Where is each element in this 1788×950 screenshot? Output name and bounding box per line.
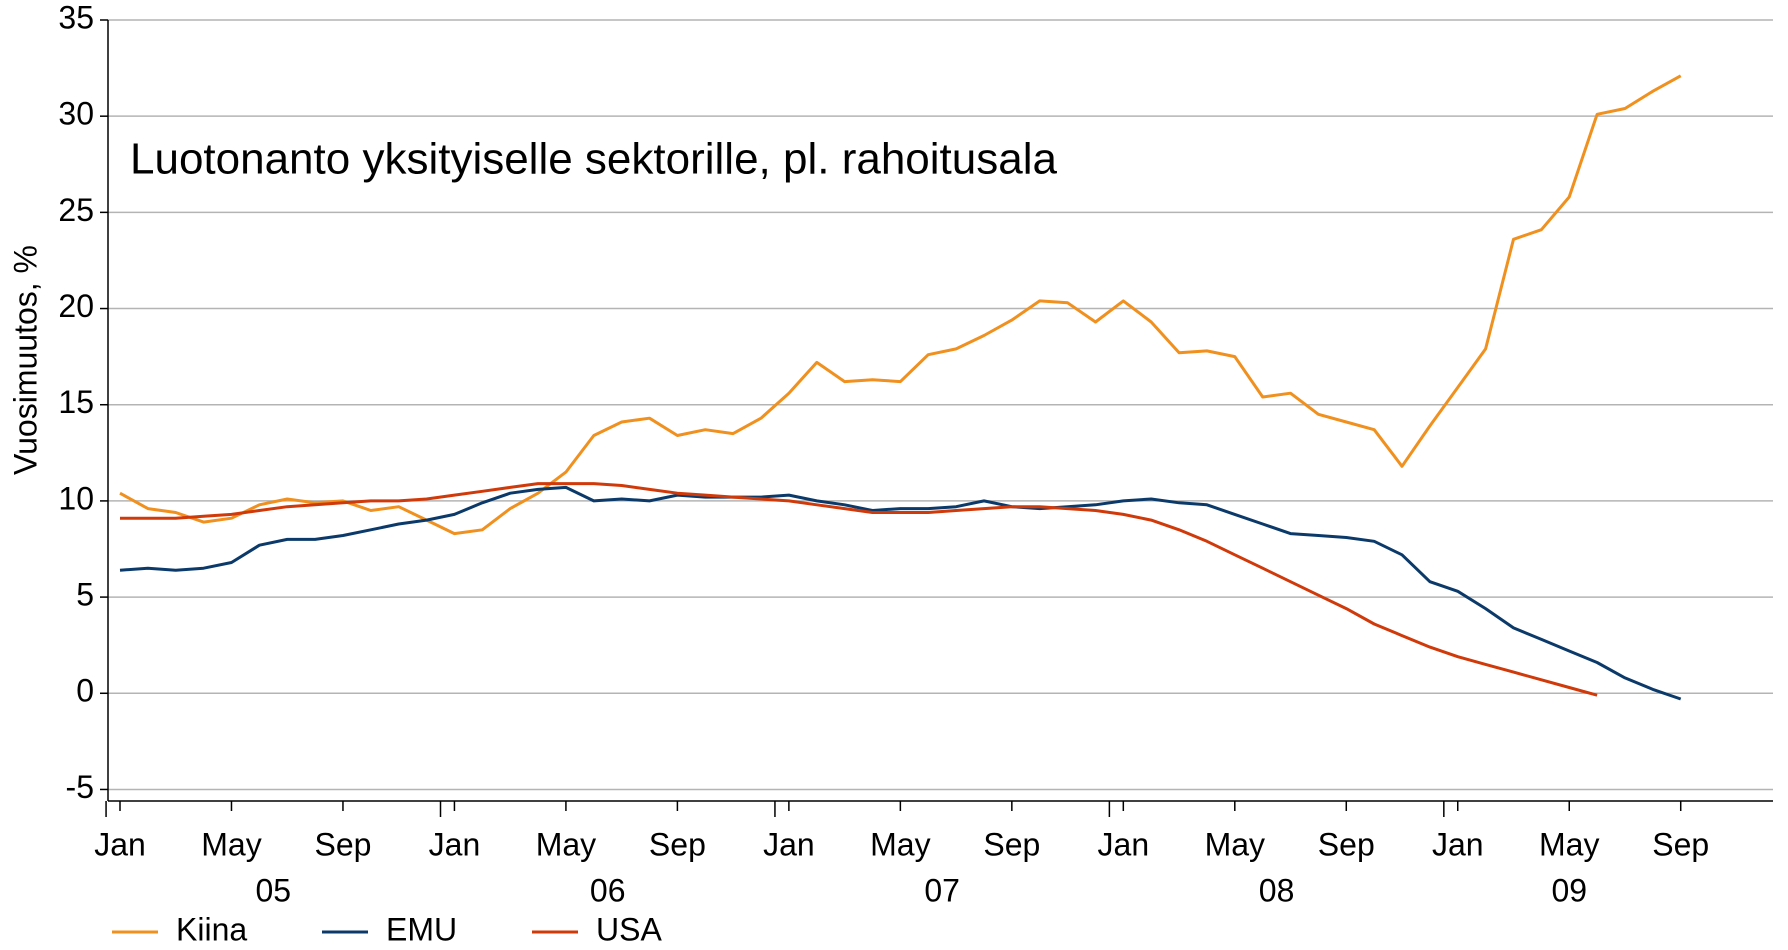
x-tick-label: Jan — [1098, 826, 1150, 862]
x-tick-label: May — [201, 826, 261, 862]
year-label: 09 — [1551, 872, 1587, 908]
legend-label: Kiina — [176, 911, 247, 947]
y-tick-label: -5 — [66, 769, 94, 805]
year-label: 07 — [924, 872, 960, 908]
series-line — [120, 482, 1598, 697]
year-label: 08 — [1259, 872, 1295, 908]
series-line — [119, 485, 1682, 701]
x-tick-label: May — [1539, 826, 1599, 862]
x-tick-label: Sep — [649, 826, 706, 862]
x-tick-label: Sep — [1652, 826, 1709, 862]
x-tick-label: May — [1205, 826, 1265, 862]
x-tick-label: May — [536, 826, 596, 862]
x-tick-label: Jan — [763, 826, 815, 862]
legend-label: USA — [596, 911, 662, 947]
y-tick-label: 15 — [58, 384, 94, 420]
x-tick-label: Jan — [429, 826, 481, 862]
x-tick-label: May — [870, 826, 930, 862]
y-tick-label: 5 — [76, 577, 94, 613]
series-line — [119, 74, 1682, 536]
y-tick-label: 25 — [58, 192, 94, 228]
x-tick-label: Sep — [314, 826, 371, 862]
x-tick-label: Sep — [983, 826, 1040, 862]
x-tick-label: Jan — [94, 826, 146, 862]
y-tick-label: 20 — [58, 288, 94, 324]
legend-label: EMU — [386, 911, 457, 947]
chart-annotation: Luotonanto yksityiselle sektorille, pl. … — [130, 135, 1057, 184]
y-tick-label: 35 — [58, 0, 94, 35]
x-tick-label: Jan — [1432, 826, 1484, 862]
x-tick-label: Sep — [1318, 826, 1375, 862]
y-tick-label: 30 — [58, 96, 94, 132]
year-label: 05 — [255, 872, 291, 908]
year-label: 06 — [590, 872, 626, 908]
y-tick-label: 10 — [58, 480, 94, 516]
y-axis-label: Vuosimuutos, % — [7, 245, 43, 475]
y-tick-label: 0 — [76, 673, 94, 709]
